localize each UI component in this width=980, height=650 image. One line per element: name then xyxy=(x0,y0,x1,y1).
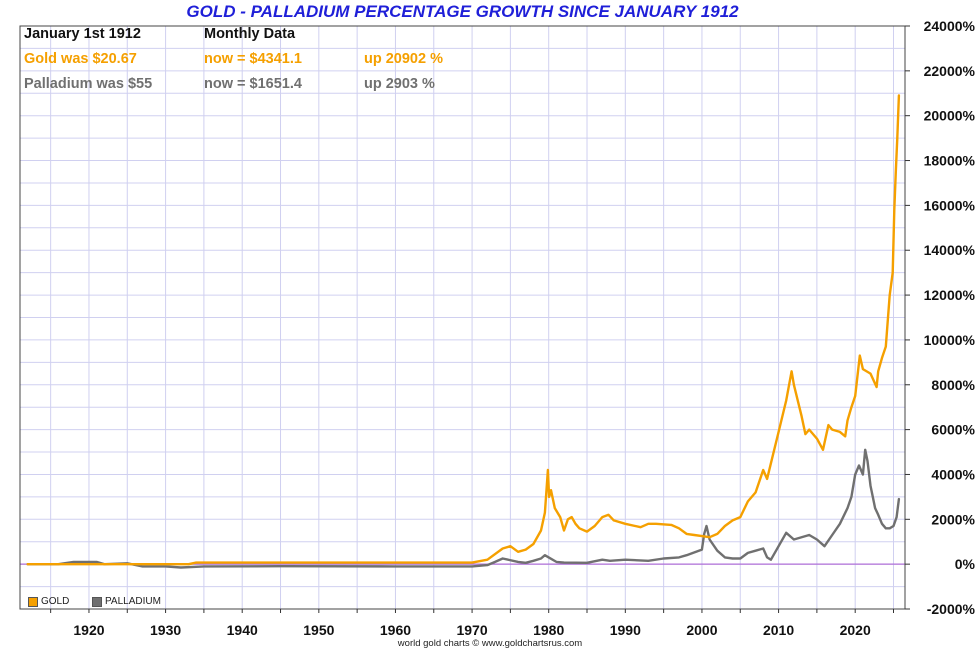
x-tick-label: 2020 xyxy=(840,622,871,638)
palladium-current-price: now = $1651.4 xyxy=(204,76,302,92)
plot-frame xyxy=(19,25,906,610)
palladium-growth: up 2903 % xyxy=(364,76,435,92)
plot-border xyxy=(19,25,906,610)
x-tick-label: 1930 xyxy=(150,622,181,638)
x-tick-label: 2000 xyxy=(686,622,717,638)
y-tick-label: 22000% xyxy=(924,63,976,79)
footer-credit: world gold charts © www.goldchartsrus.co… xyxy=(397,638,583,649)
y-axis-ticks: -2000% 0% 2000% 4000% 6000% 8000% 10000% 12000%… xyxy=(905,18,976,617)
legend-gold-label: GOLD xyxy=(41,596,70,607)
y-tick-label: 0% xyxy=(955,556,976,572)
y-tick-label: 20000% xyxy=(924,108,976,124)
series-line-palladium xyxy=(26,448,901,569)
legend-item-palladium: PALLADIUM xyxy=(92,596,161,607)
x-tick-label: 2010 xyxy=(763,622,794,638)
x-tick-label: 1940 xyxy=(227,622,258,638)
chart-grid xyxy=(20,25,905,610)
legend-item-gold: GOLD xyxy=(28,596,69,607)
y-tick-label: 18000% xyxy=(924,153,976,169)
start-date-label: January 1st 1912 xyxy=(24,26,141,42)
gold-growth: up 20902 % xyxy=(364,51,443,67)
series-line-gold xyxy=(26,94,901,566)
y-tick-label: 2000% xyxy=(931,511,975,527)
x-tick-label: 1980 xyxy=(533,622,564,638)
y-tick-label: -2000% xyxy=(927,601,976,617)
y-tick-label: 6000% xyxy=(931,422,975,438)
chart-title: GOLD - PALLADIUM PERCENTAGE GROWTH SINCE… xyxy=(186,2,739,21)
chart-series xyxy=(26,94,901,569)
gold-current-price: now = $4341.1 xyxy=(204,51,302,67)
palladium-swatch xyxy=(92,596,102,607)
y-tick-label: 14000% xyxy=(924,242,976,258)
y-tick-label: 12000% xyxy=(924,287,976,303)
x-tick-label: 1990 xyxy=(610,622,641,638)
x-tick-label: 1950 xyxy=(303,622,334,638)
gold-swatch xyxy=(28,596,38,607)
legend-palladium-label: PALLADIUM xyxy=(105,596,161,607)
y-tick-label: 10000% xyxy=(924,332,976,348)
y-tick-label: 4000% xyxy=(931,466,975,482)
x-tick-label: 1960 xyxy=(380,622,411,638)
y-tick-label: 8000% xyxy=(931,377,975,393)
palladium-start-price: Palladium was $55 xyxy=(24,76,153,92)
x-tick-label: 1920 xyxy=(73,622,104,638)
y-tick-label: 24000% xyxy=(924,18,976,34)
x-axis-ticks: 1920 1930 1940 1950 1960 1970 1980 1990 2000 2010… xyxy=(50,609,895,638)
y-tick-label: 16000% xyxy=(924,197,976,213)
gold-start-price: Gold was $20.67 xyxy=(24,51,137,67)
x-tick-label: 1970 xyxy=(456,622,487,638)
frequency-label: Monthly Data xyxy=(204,26,296,42)
